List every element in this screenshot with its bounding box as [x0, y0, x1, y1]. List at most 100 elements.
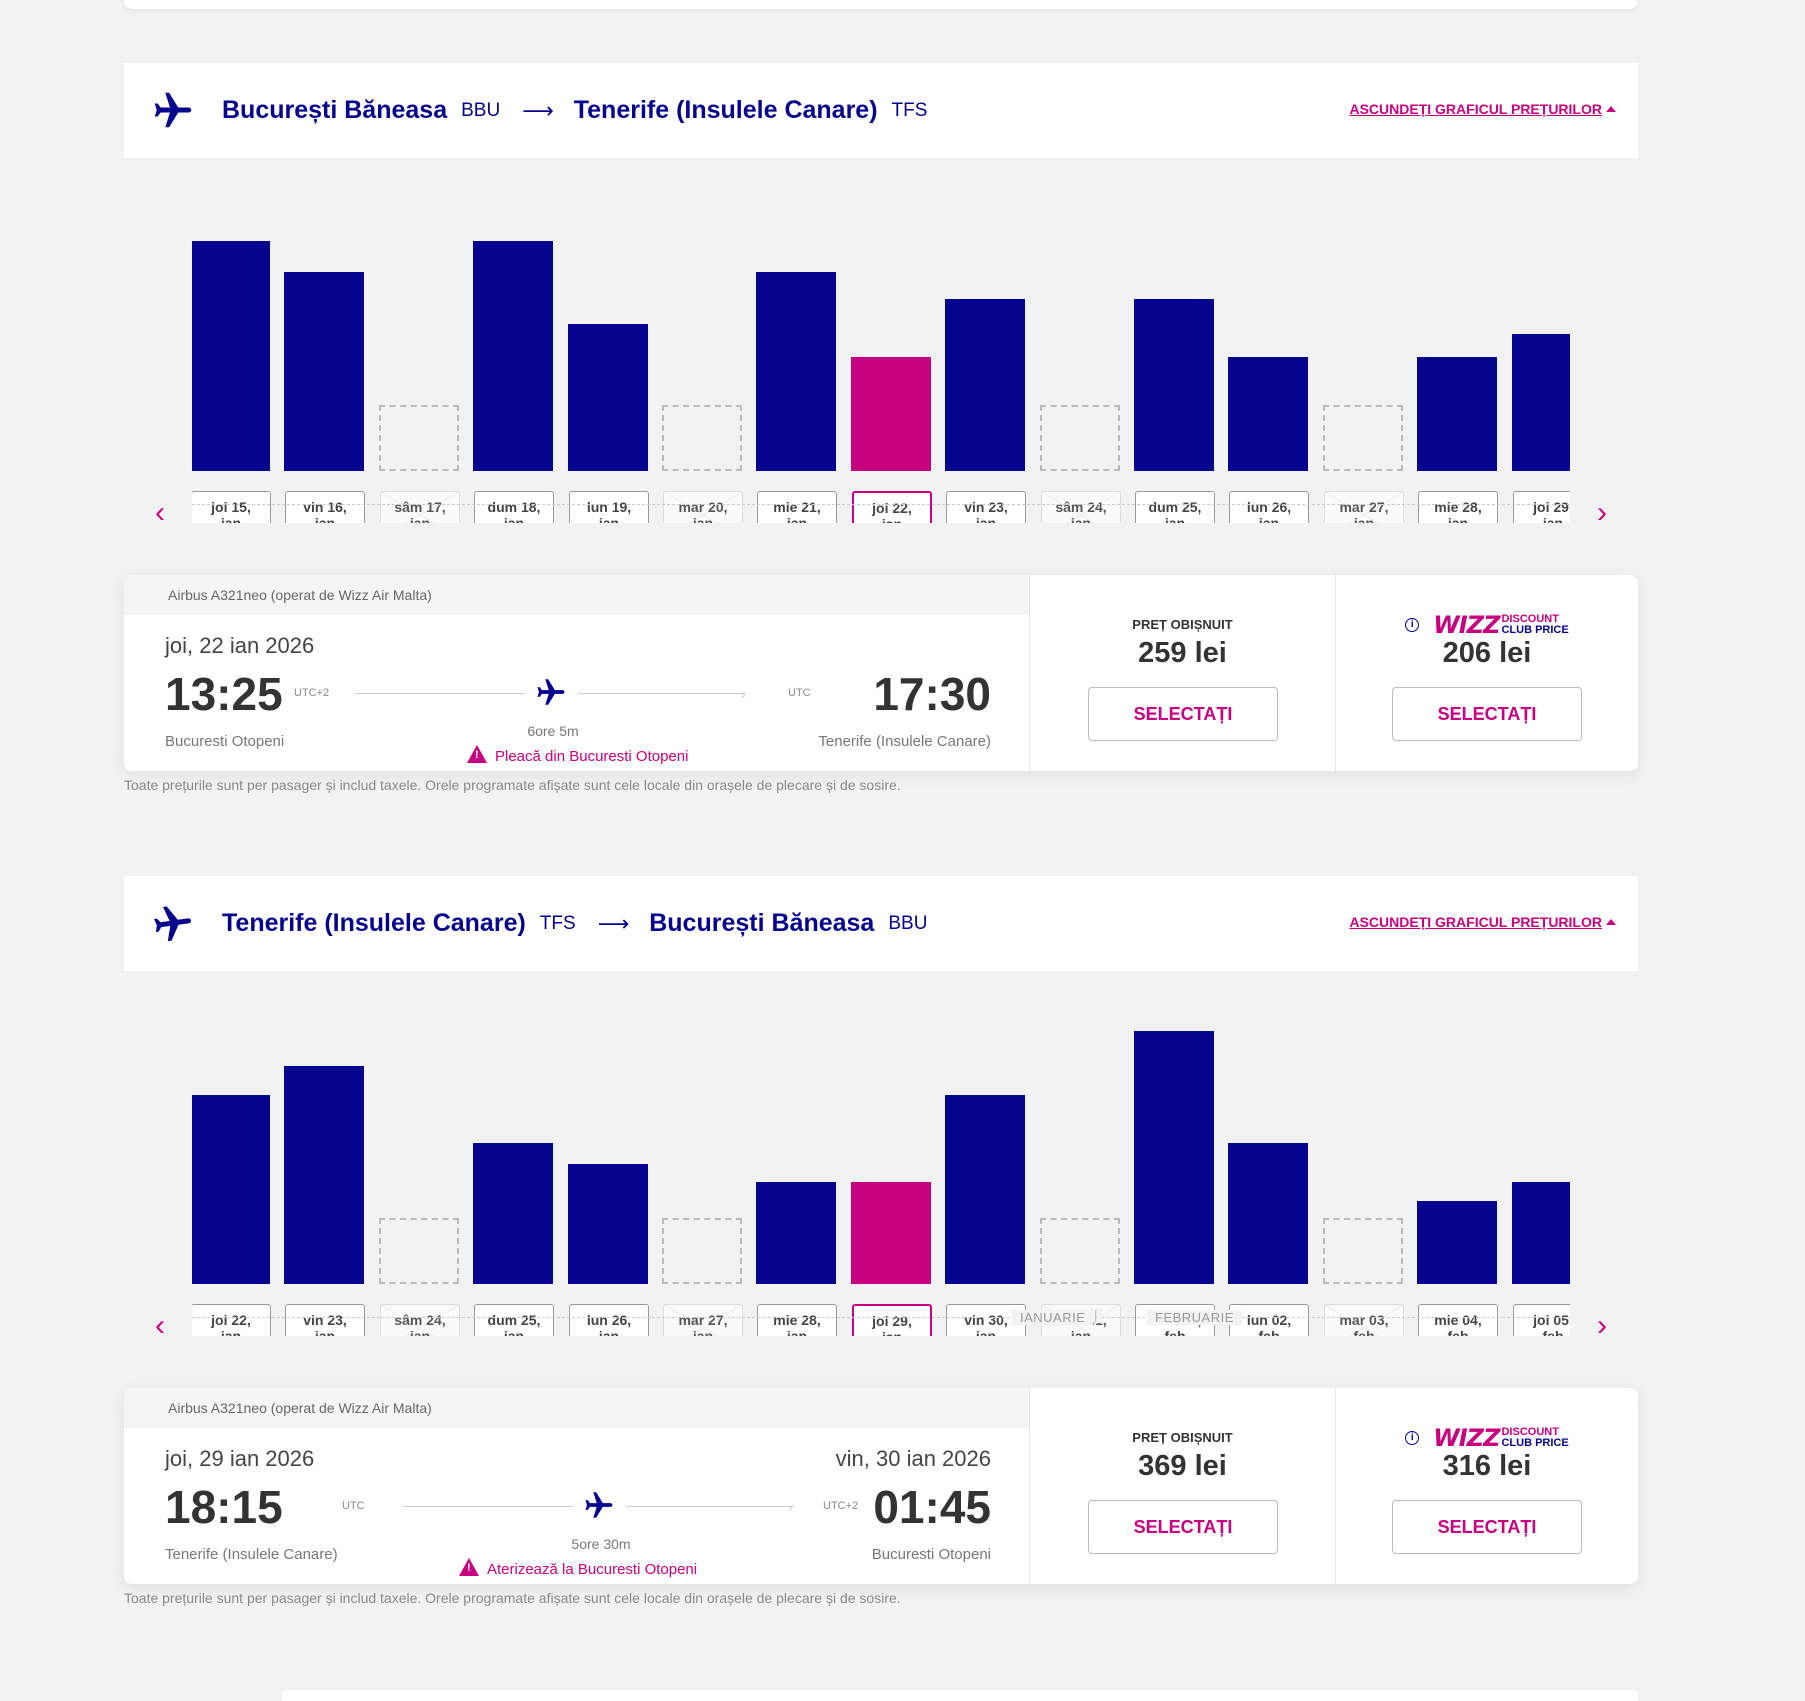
discount-club-line1: DISCOUNT: [1501, 613, 1559, 625]
departure-utc: UTC: [342, 1500, 365, 1512]
day-tab: mar 03, feb: [1324, 1304, 1404, 1336]
day-tab[interactable]: lun 26, ian: [569, 1304, 649, 1336]
price-bar[interactable]: [1512, 1182, 1570, 1284]
day-tab-month: ian: [598, 1328, 620, 1336]
day-tab-month: ian: [314, 515, 336, 523]
flight-card[interactable]: Airbus A321neo (operat de Wizz Air Malta…: [124, 1388, 1638, 1584]
select-regular-button[interactable]: SELECTAȚI: [1088, 1500, 1278, 1554]
price-bar[interactable]: [1417, 1201, 1497, 1284]
flight-card[interactable]: Airbus A321neo (operat de Wizz Air Malta…: [124, 575, 1638, 771]
chart-prev-arrow-icon[interactable]: ‹: [155, 496, 165, 529]
empty-price-bar: [662, 1218, 742, 1284]
select-wdc-button[interactable]: SELECTAȚI: [1392, 687, 1582, 741]
day-tab[interactable]: vin 23, ian: [285, 1304, 365, 1336]
day-tab-month: ian: [692, 1328, 714, 1336]
day-tab-month: ian: [1542, 515, 1564, 523]
day-tab-month: feb: [1164, 1328, 1186, 1336]
day-tab-weekday: joi 05,: [1533, 1312, 1570, 1328]
hide-price-chart-link[interactable]: ASCUNDEȚI GRAFICUL PREȚURILOR: [1349, 101, 1616, 117]
route-header: București Băneasa BBU ⟶ Tenerife (Insule…: [124, 63, 1638, 158]
day-tab[interactable]: lun 02, feb: [1229, 1304, 1309, 1336]
price-bar[interactable]: [1134, 1031, 1214, 1284]
day-tab[interactable]: joi 05, feb: [1513, 1304, 1570, 1336]
day-tab-weekday: lun 26,: [586, 1312, 632, 1328]
price-bar[interactable]: [284, 1066, 364, 1284]
select-regular-button[interactable]: SELECTAȚI: [1088, 687, 1278, 741]
empty-price-bar: [1040, 405, 1120, 471]
price-bar[interactable]: [1134, 299, 1214, 471]
day-tab[interactable]: dum 25, ian: [474, 1304, 554, 1336]
info-icon[interactable]: i: [1405, 618, 1420, 632]
airplane-icon: [585, 1492, 613, 1518]
wdc-badge: i WIZZ DISCOUNT CLUB PRICE: [1336, 1424, 1638, 1452]
from-city: Tenerife (Insulele Canare): [222, 909, 526, 937]
caret-up-icon: [1606, 106, 1616, 112]
day-tab[interactable]: mie 04, feb: [1418, 1304, 1498, 1336]
day-tab-month: feb: [1542, 1328, 1564, 1336]
price-bar[interactable]: [945, 299, 1025, 471]
price-bar[interactable]: [1228, 357, 1308, 471]
chart-prev-arrow-icon[interactable]: ‹: [155, 1309, 165, 1342]
price-bar[interactable]: [1228, 1143, 1308, 1284]
select-wdc-button[interactable]: SELECTAȚI: [1392, 1500, 1582, 1554]
day-tab-weekday: joi 29,: [1533, 499, 1570, 515]
wdc-badge: i WIZZ DISCOUNT CLUB PRICE: [1336, 611, 1638, 639]
price-bar[interactable]: [473, 241, 553, 471]
day-tab[interactable]: vin 23, ian: [946, 491, 1026, 523]
next-card-edge: [282, 1690, 1638, 1701]
day-tab[interactable]: mie 28, ian: [757, 1304, 837, 1336]
price-bar[interactable]: [756, 1182, 836, 1284]
departure-city: Bucuresti Otopeni: [165, 733, 285, 750]
day-tab[interactable]: joi 29,ian: [852, 1304, 932, 1336]
hide-price-chart-link[interactable]: ASCUNDEȚI GRAFICUL PREȚURILOR: [1349, 914, 1616, 930]
arrival-utc: UTC+2: [823, 1500, 859, 1512]
selected-price-bar[interactable]: [851, 357, 931, 471]
previous-card-edge: [124, 0, 1638, 9]
chart-next-arrow-icon[interactable]: ›: [1597, 1309, 1607, 1342]
price-bar[interactable]: [192, 1095, 270, 1284]
price-bar[interactable]: [284, 272, 364, 471]
empty-price-bar: [1323, 1218, 1403, 1284]
route-end-icon: ›: [741, 686, 746, 702]
day-tab[interactable]: joi 29,ian: [1513, 491, 1570, 523]
price-bar[interactable]: [945, 1095, 1025, 1284]
caret-up-icon: [1606, 919, 1616, 925]
day-tab[interactable]: lun 19, ian: [569, 491, 649, 523]
day-tab[interactable]: joi 22,ian: [192, 1304, 271, 1336]
day-tab[interactable]: mie 21, ian: [757, 491, 837, 523]
day-tab-weekday: vin 23,: [964, 499, 1008, 515]
day-tab[interactable]: vin 30, ian: [946, 1304, 1026, 1336]
discount-club-label: DISCOUNT CLUB PRICE: [1501, 1427, 1568, 1449]
month-timeline: IANUARIE | FEBRUARIE: [192, 1308, 1570, 1328]
day-tab: sâm 24, ian: [380, 1304, 460, 1336]
airport-warning-text: Aterizează la Bucuresti Otopeni: [487, 1561, 698, 1578]
price-bar[interactable]: [568, 1164, 648, 1284]
day-tab-weekday: vin 23,: [303, 1312, 347, 1328]
day-tab-weekday: dum 18,: [487, 499, 541, 515]
route-title: Tenerife (Insulele Canare) TFS ⟶ Bucureș…: [222, 876, 927, 971]
day-tab: mar 27, ian: [663, 1304, 743, 1336]
price-bar[interactable]: [568, 324, 648, 471]
selected-price-bar[interactable]: [851, 1182, 931, 1284]
day-tab-month: ian: [1447, 515, 1469, 523]
airplane-icon: [154, 906, 192, 942]
price-bar[interactable]: [473, 1143, 553, 1284]
price-bar[interactable]: [1417, 357, 1497, 471]
day-tab-month: ian: [1070, 1328, 1092, 1336]
day-tab[interactable]: vin 16, ian: [285, 491, 365, 523]
day-tab[interactable]: mie 28, ian: [1418, 491, 1498, 523]
day-tab[interactable]: dum 25, ian: [1135, 491, 1215, 523]
day-tab-month: ian: [220, 515, 242, 523]
price-bar[interactable]: [1512, 334, 1570, 471]
day-tab[interactable]: dum 18, ian: [474, 491, 554, 523]
day-tab[interactable]: lun 26, ian: [1229, 491, 1309, 523]
bar-area: [192, 1026, 1570, 1284]
chart-next-arrow-icon[interactable]: ›: [1597, 496, 1607, 529]
day-tab-month: ian: [786, 515, 808, 523]
price-bar[interactable]: [756, 272, 836, 471]
day-tab[interactable]: joi 15, ian: [192, 491, 271, 523]
wdc-price-column: i WIZZ DISCOUNT CLUB PRICE 316 lei SELEC…: [1335, 1388, 1638, 1584]
price-bar[interactable]: [192, 241, 270, 471]
day-tab-month: ian: [1258, 515, 1280, 523]
info-icon[interactable]: i: [1405, 1431, 1420, 1445]
